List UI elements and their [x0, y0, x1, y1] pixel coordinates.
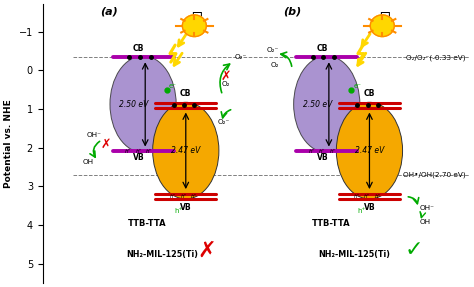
Text: OH•/OH(2.70 eV): OH•/OH(2.70 eV)	[403, 172, 465, 178]
Text: O₂: O₂	[222, 81, 230, 87]
Text: h⁺: h⁺	[354, 194, 360, 199]
Text: e⁻: e⁻	[169, 83, 177, 89]
Text: ✗: ✗	[101, 138, 111, 151]
Circle shape	[370, 15, 394, 36]
Text: (b): (b)	[283, 6, 301, 16]
Text: 2.50 eV: 2.50 eV	[119, 100, 148, 109]
Text: OH⁻: OH⁻	[87, 132, 102, 138]
Text: h⁺: h⁺	[330, 149, 337, 154]
Text: ✗: ✗	[221, 70, 231, 83]
Text: ✓: ✓	[405, 241, 424, 261]
Text: 2.50 eV: 2.50 eV	[303, 100, 332, 109]
Text: OH: OH	[419, 219, 430, 225]
Text: VB: VB	[364, 203, 375, 212]
Text: e⁻: e⁻	[353, 83, 361, 89]
Text: CB: CB	[317, 44, 328, 53]
Text: h⁺: h⁺	[170, 194, 176, 199]
Ellipse shape	[293, 56, 360, 153]
Text: h⁺: h⁺	[136, 149, 142, 154]
Text: VB: VB	[180, 203, 191, 212]
Text: 2.47 eV: 2.47 eV	[171, 146, 201, 155]
Text: h⁺: h⁺	[375, 194, 381, 199]
Text: O₂⁻: O₂⁻	[266, 47, 279, 53]
Text: h⁺: h⁺	[358, 208, 366, 214]
Text: (a): (a)	[100, 6, 118, 16]
Text: h⁺: h⁺	[125, 149, 131, 154]
Text: VB: VB	[133, 153, 145, 162]
Ellipse shape	[110, 56, 176, 153]
Ellipse shape	[153, 102, 219, 199]
Text: 2.47 eV: 2.47 eV	[355, 146, 384, 155]
Text: O₂: O₂	[271, 62, 279, 68]
Text: NH₂-MIL-125(Ti): NH₂-MIL-125(Ti)	[126, 249, 198, 259]
Text: h⁺: h⁺	[191, 194, 198, 199]
Text: CB: CB	[133, 44, 145, 53]
Text: NH₂-MIL-125(Ti): NH₂-MIL-125(Ti)	[319, 249, 391, 259]
Text: VB: VB	[317, 153, 328, 162]
Text: ✗: ✗	[198, 241, 217, 261]
Circle shape	[182, 15, 206, 36]
Text: O₂⁻: O₂⁻	[235, 55, 247, 60]
Text: CB: CB	[180, 90, 191, 98]
Text: h⁺: h⁺	[309, 149, 315, 154]
Text: CB: CB	[364, 90, 375, 98]
Text: h⁺: h⁺	[146, 149, 153, 154]
Text: TTB-TTA: TTB-TTA	[128, 219, 167, 228]
Text: OH: OH	[83, 159, 94, 165]
Text: 🌞: 🌞	[191, 11, 202, 29]
Text: 🌞: 🌞	[379, 11, 390, 29]
Text: O₂/O₂⁻(-0.33 eV): O₂/O₂⁻(-0.33 eV)	[406, 54, 465, 61]
Ellipse shape	[337, 102, 402, 199]
Text: O₂⁻: O₂⁻	[218, 119, 230, 125]
Y-axis label: Potential vs. NHE: Potential vs. NHE	[4, 99, 13, 188]
Text: h⁺: h⁺	[364, 194, 371, 199]
Text: OH⁻: OH⁻	[419, 205, 434, 211]
Text: TTB-TTA: TTB-TTA	[312, 219, 350, 228]
Text: h⁺: h⁺	[319, 149, 326, 154]
Text: h⁺: h⁺	[174, 208, 182, 214]
Text: h⁺: h⁺	[181, 194, 187, 199]
